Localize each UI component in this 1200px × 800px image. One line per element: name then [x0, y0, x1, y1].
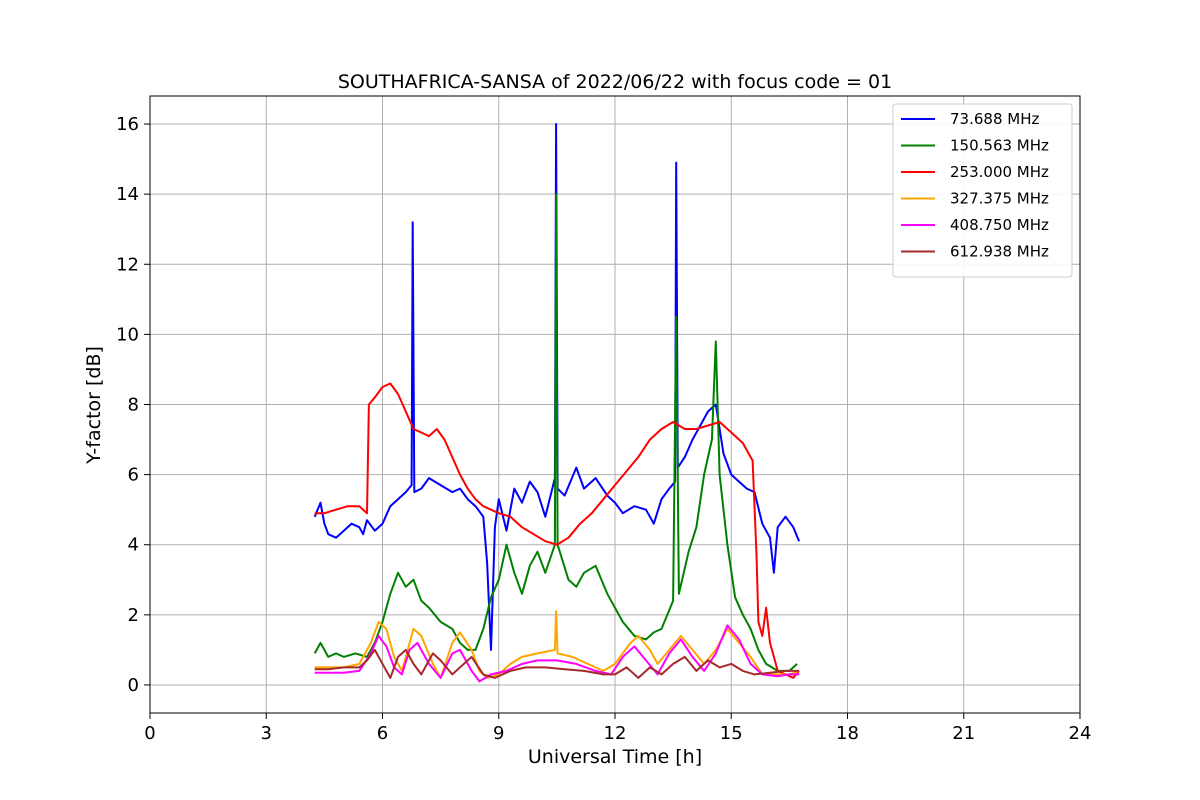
- x-tick-label: 9: [493, 723, 504, 744]
- y-tick-label: 10: [116, 324, 139, 345]
- x-tick-label: 6: [377, 723, 388, 744]
- x-tick-label: 24: [1069, 723, 1092, 744]
- series-line-1: [313, 193, 798, 672]
- legend-box: [892, 103, 1073, 278]
- legend-label: 253.000 MHz: [950, 163, 1049, 181]
- x-axis: 0 3 6 9 12 15 18 21 24: [144, 713, 1091, 744]
- series-line-4: [314, 624, 800, 683]
- y-tick-label: 4: [128, 535, 139, 556]
- y-tick-label: 6: [128, 465, 139, 486]
- x-axis-label: Universal Time [h]: [528, 746, 702, 768]
- series-layer: [313, 123, 801, 683]
- y-tick-label: 8: [128, 395, 139, 416]
- y-tick-label: 0: [128, 675, 139, 696]
- legend-label: 327.375 MHz: [950, 190, 1049, 208]
- legend-label: 73.688 MHz: [950, 110, 1039, 128]
- x-tick-label: 21: [952, 723, 975, 744]
- x-tick-label: 3: [261, 723, 272, 744]
- y-tick-label: 16: [116, 114, 139, 135]
- x-tick-label: 18: [836, 723, 859, 744]
- legend: 73.688 MHz 150.563 MHz 253.000 MHz 327.375 …: [892, 103, 1073, 278]
- y-tick-label: 12: [116, 254, 139, 275]
- series-line-2: [314, 382, 800, 679]
- series-line-5: [314, 648, 800, 679]
- legend-label: 150.563 MHz: [950, 137, 1049, 155]
- chart-title: SOUTHAFRICA-SANSA of 2022/06/22 with foc…: [338, 71, 892, 93]
- x-tick-label: 0: [144, 723, 155, 744]
- y-axis: 0 2 4 6 8 10 12 14 16: [116, 114, 150, 696]
- y-tick-label: 2: [128, 605, 139, 626]
- legend-label: 408.750 MHz: [950, 216, 1049, 234]
- y-axis-label: Y-factor [dB]: [83, 346, 105, 465]
- y-tick-label: 14: [116, 184, 139, 205]
- x-tick-label: 15: [720, 723, 743, 744]
- legend-label: 612.938 MHz: [950, 243, 1049, 261]
- x-tick-label: 12: [604, 723, 627, 744]
